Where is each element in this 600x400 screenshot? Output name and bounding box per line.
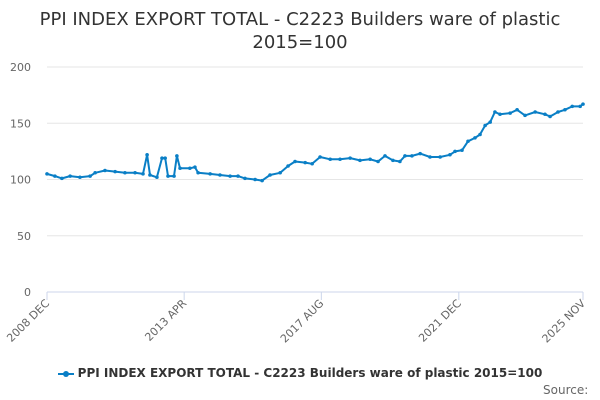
data-point [293,159,297,164]
data-point [376,159,380,164]
data-point [523,113,527,118]
data-point [578,104,582,109]
data-point [548,114,552,119]
data-point [123,170,127,175]
data-point [508,111,512,115]
data-point [93,170,97,175]
x-tick-label: 2008 DEC [4,297,52,345]
chart-title-main: PPI INDEX EXPORT TOTAL - C2223 Builders … [39,9,561,30]
data-point [403,154,407,158]
data-point [103,168,107,173]
data-point [196,170,200,175]
data-point [133,170,137,175]
data-point [368,157,372,162]
data-point [88,174,92,178]
data-point [358,158,362,163]
data-point [178,166,182,171]
data-point [515,107,519,112]
data-point [228,174,232,178]
chart-title: PPI INDEX EXPORT TOTAL - C2223 Builders … [0,8,600,54]
data-point [348,156,352,160]
data-point [208,172,212,176]
legend[interactable]: PPI INDEX EXPORT TOTAL - C2223 Builders … [0,366,600,380]
data-point [260,178,264,183]
data-point [310,161,314,166]
data-point [78,175,82,180]
y-tick-label: 150 [10,117,31,130]
data-point [543,112,547,117]
data-point [398,159,402,164]
data-point [53,174,57,178]
y-tick-label: 50 [17,230,31,243]
data-point [141,172,145,176]
data-point [483,123,487,128]
legend-label: PPI INDEX EXPORT TOTAL - C2223 Builders … [77,366,543,380]
data-point [338,157,342,162]
x-tick-label: 2017 AUG [278,297,327,346]
data-point [175,154,179,158]
y-tick-label: 100 [10,174,31,187]
data-point [60,176,64,181]
data-point [410,154,414,158]
data-point [155,175,159,180]
x-tick-label: 2021 DEC [416,297,464,345]
data-point [493,110,497,114]
data-point [581,102,585,106]
x-tick-label: 2025 NOV [540,297,589,346]
data-point [448,152,452,157]
data-point [556,110,560,114]
data-point [563,107,567,112]
data-point [45,172,49,176]
data-point [473,136,477,140]
data-point [286,164,290,168]
y-tick-label: 0 [24,286,31,299]
data-point [218,173,222,177]
data-point [236,174,240,178]
data-point [453,149,457,154]
data-point [113,169,117,174]
data-point [570,104,575,109]
data-point [533,110,537,114]
source-label: Source: [543,383,589,397]
data-point [243,176,247,181]
chart-subtitle: 2015=100 [252,32,348,53]
data-point [163,156,167,160]
data-point [253,177,257,182]
data-point [188,166,192,171]
data-point [498,112,502,117]
data-point [268,173,272,177]
data-point [193,165,197,169]
data-point [428,155,432,159]
legend-marker [57,370,74,377]
data-point [478,132,482,137]
data-point [383,154,387,158]
data-point [148,173,152,177]
y-tick-label: 200 [10,61,31,74]
data-point [391,158,395,163]
x-tick-label: 2013 APR [142,297,189,344]
data-point [328,157,333,162]
series-line [46,103,584,182]
data-point [438,155,442,159]
data-point [145,152,149,157]
data-point [418,151,422,156]
data-point [303,160,307,165]
data-point [488,120,492,124]
data-point [172,174,176,178]
data-point [318,155,322,159]
data-point [166,174,170,178]
data-point [68,174,72,178]
data-point [466,139,470,144]
data-point [460,148,464,153]
data-point [278,170,282,175]
data-point [160,156,164,160]
